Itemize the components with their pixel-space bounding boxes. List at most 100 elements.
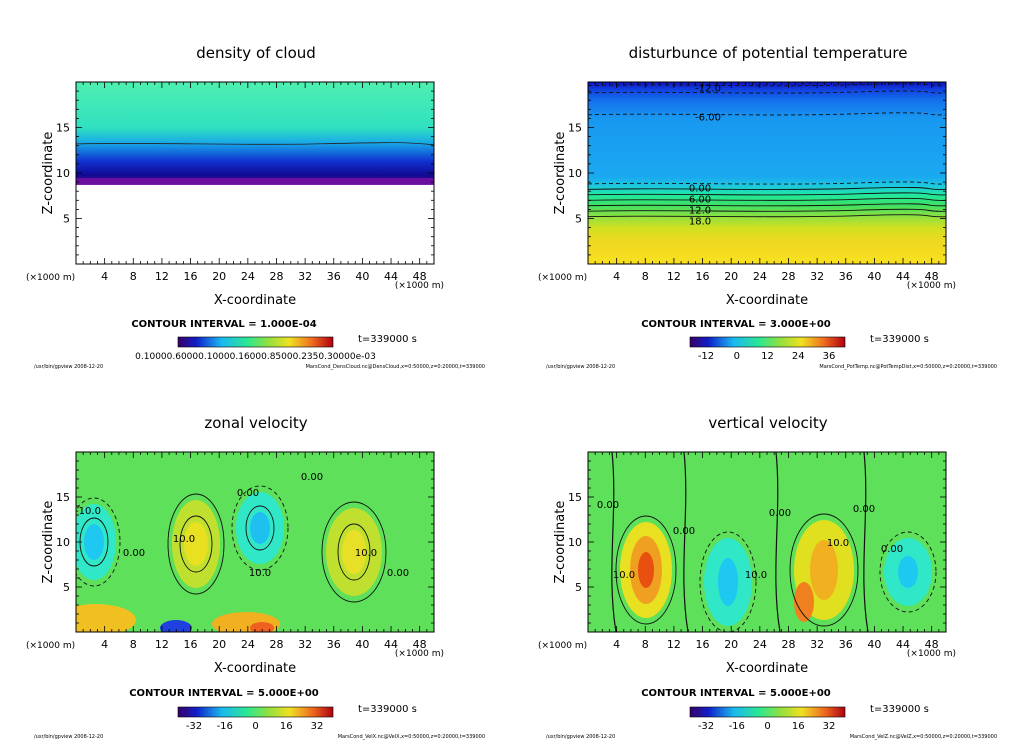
x-tick-label: 20 — [724, 270, 738, 283]
contour-label: -12.0 — [695, 83, 721, 94]
contour-line — [588, 112, 946, 116]
colorbar-tick-label: 32 — [823, 721, 836, 732]
x-tick-label: 12 — [155, 638, 169, 651]
contour-line — [337, 523, 371, 581]
colorbar-tick-label: 16 — [280, 721, 293, 732]
contour-label: -6.00 — [695, 113, 721, 124]
x-tick-label: 32 — [298, 270, 312, 283]
contour-line — [588, 181, 946, 185]
x-tick-label: 28 — [781, 638, 795, 651]
contour-label: 10.0 — [355, 548, 377, 559]
footer-right: MarsCond_VelZ.nc@VelZ,x=0:50000,z=0:2000… — [850, 734, 997, 740]
colorbar — [177, 336, 334, 348]
contour-line — [588, 90, 946, 94]
colorbar-tick-label: -32 — [698, 721, 714, 732]
x-tick-label: 4 — [613, 638, 620, 651]
colorbar-tick-label: 12 — [761, 351, 774, 362]
contour-label: 0.00 — [301, 472, 323, 483]
x-unit-label: (×1000 m) — [395, 649, 444, 659]
contour-label: 0.00 — [769, 508, 791, 519]
contour-line — [588, 203, 946, 207]
x-tick-label: 44 — [896, 638, 910, 651]
x-tick-label: 16 — [184, 270, 198, 283]
colorbar-tick-label: -32 — [186, 721, 202, 732]
contour-label: 10.0 — [745, 570, 767, 581]
x-axis-label: X-coordinate — [214, 661, 296, 676]
contour-label: 0.00 — [881, 544, 903, 555]
x-tick-label: 44 — [384, 270, 398, 283]
x-unit-label: (×1000 m) — [395, 281, 444, 291]
y-axis-label: Z-coordinate — [553, 501, 568, 584]
time-label: t=339000 s — [358, 334, 417, 345]
contour-line — [588, 83, 946, 87]
contour-interval: CONTOUR INTERVAL = 1.000E-04 — [131, 319, 316, 330]
contour-line — [76, 142, 434, 146]
x-axis-label: X-coordinate — [726, 293, 808, 308]
contour-line — [588, 186, 946, 190]
x-tick-label: 36 — [327, 638, 341, 651]
y-axis-label: Z-coordinate — [41, 501, 56, 584]
chart-title: density of cloud — [196, 44, 316, 62]
contour-line — [863, 452, 869, 632]
x-tick-label: 24 — [753, 270, 767, 283]
field-fill — [588, 452, 946, 632]
colorbar — [689, 336, 846, 348]
contour-label: 10.0 — [613, 570, 635, 581]
x-tick-label: 44 — [896, 270, 910, 283]
x-tick-label: 8 — [642, 638, 649, 651]
x-tick-label: 4 — [101, 638, 108, 651]
contour-line — [167, 493, 225, 595]
contour-label: 0.00 — [673, 526, 695, 537]
x-tick-label: 16 — [184, 638, 198, 651]
y-axis-label: Z-coordinate — [41, 132, 56, 215]
x-tick-label: 8 — [130, 270, 137, 283]
contour-label: 18.0 — [689, 216, 711, 227]
time-label: t=339000 s — [870, 334, 929, 345]
contour-line — [699, 531, 757, 632]
y-tick-label: 10 — [56, 167, 70, 180]
colorbar-tick-label: 0 — [764, 721, 770, 732]
contour-label: 0.00 — [853, 504, 875, 515]
x-tick-label: 4 — [613, 270, 620, 283]
x-tick-label: 40 — [867, 638, 881, 651]
colorbar-tick-label: 16 — [792, 721, 805, 732]
contour-line — [588, 197, 946, 201]
colorbar — [177, 706, 334, 718]
x-unit-label: (×1000 m) — [907, 649, 956, 659]
contour-interval: CONTOUR INTERVAL = 3.000E+00 — [641, 319, 831, 330]
x-tick-label: 40 — [355, 270, 369, 283]
x-tick-label: 8 — [130, 638, 137, 651]
x-tick-label: 40 — [867, 270, 881, 283]
y-tick-label: 10 — [568, 536, 582, 549]
footer-right: MarsCond_DensCloud.nc@DensCloud,x=0:5000… — [306, 364, 485, 370]
contour-line — [789, 513, 859, 627]
contour-line — [76, 497, 121, 587]
footer-left: /usr/bin/gpview 2008-12-20 — [34, 364, 103, 370]
x-unit-label: (×1000 m) — [538, 641, 587, 651]
x-tick-label: 28 — [269, 638, 283, 651]
x-tick-label: 12 — [667, 638, 681, 651]
chart-title: vertical velocity — [708, 414, 827, 432]
chart-title: disturbunce of potential temperature — [629, 44, 908, 62]
colorbar-tick-label: 36 — [823, 351, 836, 362]
colorbar-tick-label: 24 — [792, 351, 805, 362]
footer-left: /usr/bin/gpview 2008-12-20 — [546, 364, 615, 370]
colorbar-tick-label: 0.10000.60000.10000.16000.85000.2350.300… — [135, 352, 376, 362]
chart-panel-3: zonal velocity -10.0 0.00 10.0 0.00 10.0 10.0 0… — [26, 414, 485, 740]
y-tick-label: 15 — [568, 122, 582, 135]
contour-line — [879, 531, 937, 613]
contour-label: 10.0 — [173, 534, 195, 545]
x-tick-label: 16 — [696, 270, 710, 283]
y-tick-label: 5 — [575, 213, 582, 226]
footer-left: /usr/bin/gpview 2008-12-20 — [546, 734, 615, 740]
contour-line — [683, 452, 689, 632]
contour-line — [231, 485, 289, 571]
x-tick-label: 36 — [839, 270, 853, 283]
dense-cloud-layer — [76, 177, 434, 185]
x-tick-label: 40 — [355, 638, 369, 651]
colorbar-tick-label: -16 — [217, 721, 233, 732]
x-tick-label: 48 — [413, 638, 427, 651]
x-tick-label: 32 — [298, 638, 312, 651]
